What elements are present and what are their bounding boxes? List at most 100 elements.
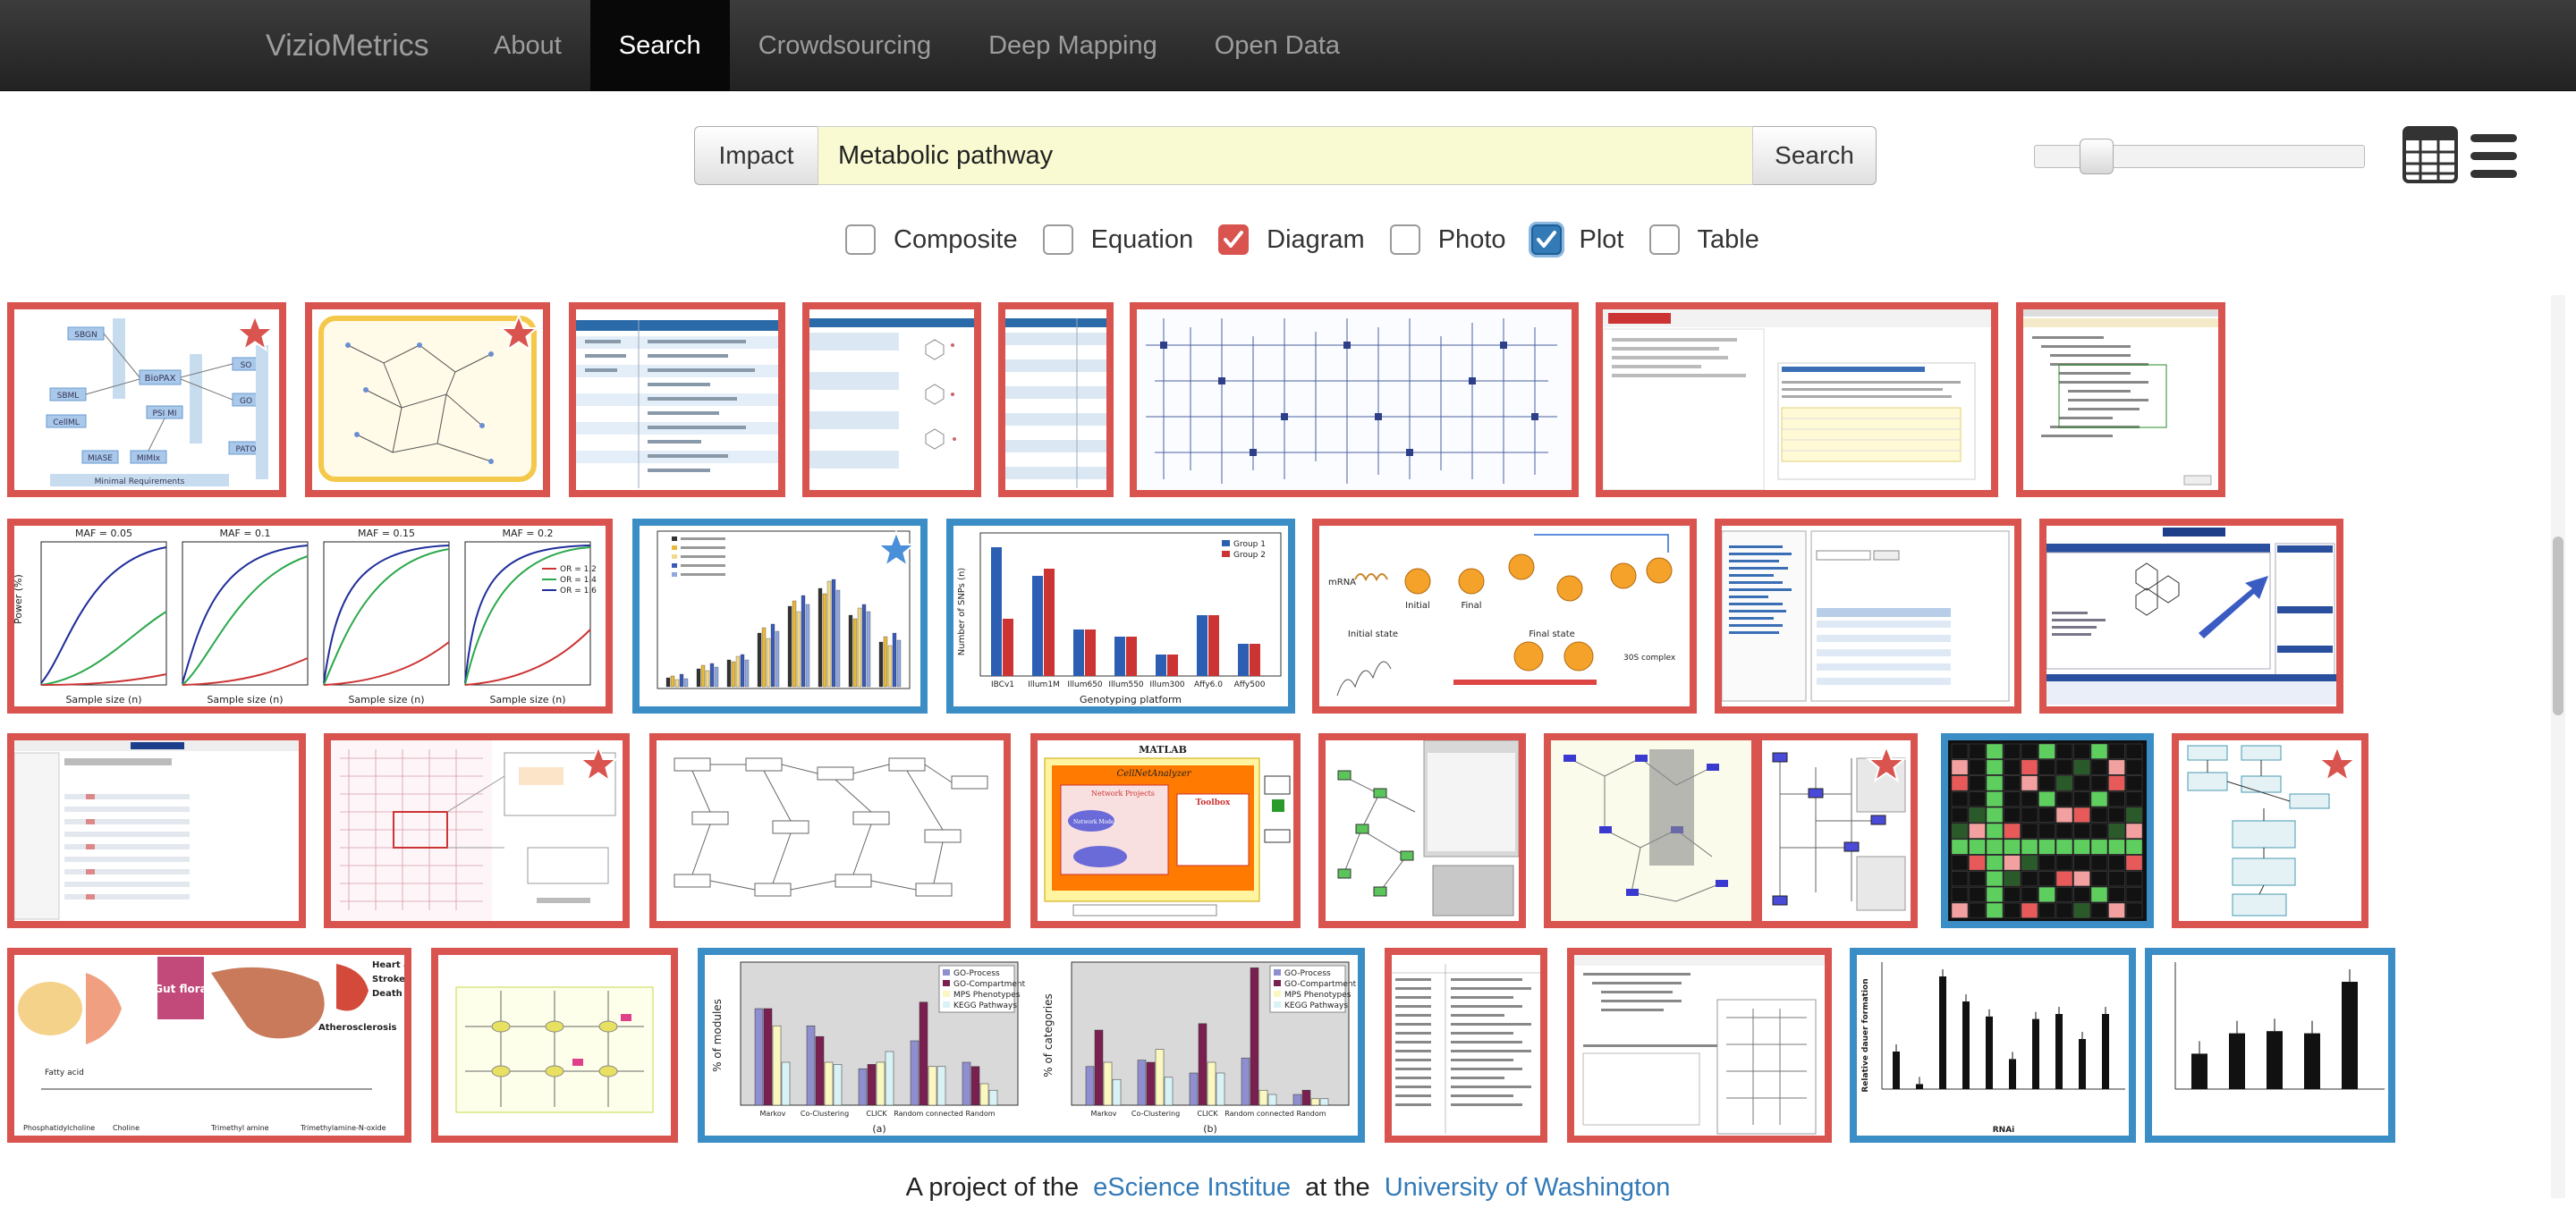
result-thumbnail[interactable] — [1318, 733, 1526, 928]
result-thumbnail[interactable] — [1755, 733, 1918, 928]
bar — [2267, 1031, 2283, 1089]
result-thumbnail[interactable] — [1385, 948, 1547, 1143]
heatmap-cell — [2090, 775, 2108, 791]
result-thumbnail[interactable] — [802, 302, 981, 497]
bar — [852, 618, 858, 688]
result-thumbnail[interactable] — [7, 733, 306, 928]
fig-caption-a: (a) — [872, 1123, 886, 1135]
result-thumbnail[interactable] — [1544, 733, 1758, 928]
fig-label-so: SO — [241, 361, 252, 370]
result-thumbnail[interactable]: MATLAB CellNetAnalyzer Network Projects … — [1030, 733, 1301, 928]
uw-link[interactable]: University of Washington — [1384, 1173, 1671, 1202]
nav-about[interactable]: About — [494, 31, 562, 60]
fig-label-netmodel: Network Model — [1073, 819, 1116, 825]
grid-view-icon[interactable] — [2402, 126, 2458, 183]
bar — [770, 623, 775, 688]
result-thumbnail[interactable]: SBGN SBML CellML BioPAX PSI MI MIASE MIM… — [7, 302, 286, 497]
heatmap-cell — [2004, 759, 2021, 775]
heatmap-cell — [1951, 855, 1969, 871]
result-thumbnail[interactable] — [1130, 302, 1579, 497]
result-thumbnail[interactable] — [1567, 948, 1832, 1143]
page-scrollbar[interactable] — [2551, 295, 2565, 1198]
search-button[interactable]: Search — [1753, 126, 1877, 185]
fig-label-stroke: Stroke — [372, 975, 404, 984]
star-icon[interactable] — [1866, 744, 1907, 785]
table-checkbox[interactable] — [1648, 224, 1680, 255]
brand-logo[interactable]: VizioMetrics — [266, 29, 429, 63]
result-thumbnail[interactable] — [569, 302, 785, 497]
result-thumbnail[interactable]: Relative dauer formation RNAi — [1850, 948, 2136, 1143]
heatmap-cell — [1951, 743, 1969, 759]
nav-open-data[interactable]: Open Data — [1214, 31, 1341, 60]
bar — [887, 645, 893, 688]
bar — [831, 579, 836, 688]
bar — [1137, 1060, 1147, 1106]
filter-plot[interactable]: Plot — [1530, 224, 1624, 255]
figure-image — [1005, 318, 1106, 488]
fig-label-sbgn: SBGN — [74, 331, 97, 340]
result-thumbnail[interactable] — [2039, 519, 2343, 714]
result-thumbnail[interactable] — [1715, 519, 2021, 714]
star-icon[interactable] — [234, 313, 275, 354]
result-thumbnail[interactable]: Power (%) MAF = 0.05 MAF = 0.1 MAF = 0.1… — [7, 519, 613, 714]
result-thumbnail[interactable] — [649, 733, 1011, 928]
filter-equation[interactable]: Equation — [1042, 224, 1193, 255]
figure-image — [809, 318, 974, 469]
result-thumbnail[interactable] — [2145, 948, 2395, 1143]
nav-search[interactable]: Search — [589, 0, 730, 91]
heatmap-cell — [2073, 775, 2090, 791]
fig-label-choline: Choline — [113, 1124, 140, 1132]
list-view-icon[interactable] — [2470, 132, 2517, 181]
search-input[interactable] — [818, 126, 1753, 185]
result-thumbnail[interactable] — [632, 519, 928, 714]
escience-link[interactable]: eScience Institue — [1093, 1173, 1292, 1202]
impact-button[interactable]: Impact — [694, 126, 818, 185]
fig-legend-b3: MPS Phenotypes — [1284, 991, 1352, 1000]
result-thumbnail[interactable] — [431, 948, 678, 1143]
filter-table[interactable]: Table — [1648, 224, 1759, 255]
scrollbar-thumb[interactable] — [2553, 536, 2563, 715]
filter-diagram[interactable]: Diagram — [1218, 224, 1365, 255]
heatmap-cell — [2073, 871, 2090, 887]
nav-deep-mapping[interactable]: Deep Mapping — [988, 31, 1157, 60]
star-icon[interactable] — [2317, 744, 2358, 785]
nav-crowdsourcing[interactable]: Crowdsourcing — [758, 31, 932, 60]
plot-checkbox[interactable] — [1530, 224, 1562, 255]
filter-photo[interactable]: Photo — [1389, 224, 1506, 255]
star-icon[interactable] — [498, 313, 539, 354]
x-tick-label: Affy500 — [1234, 680, 1266, 689]
star-icon[interactable] — [578, 744, 619, 785]
result-thumbnail[interactable]: % of modules % of categories Markov Co-Cl… — [698, 948, 1365, 1143]
figure-image — [14, 740, 299, 920]
result-thumbnail[interactable] — [2016, 302, 2225, 497]
star-icon[interactable] — [876, 529, 917, 570]
diagram-checkbox[interactable] — [1218, 224, 1250, 255]
thumbnail-size-slider[interactable] — [2034, 139, 2365, 174]
result-thumbnail[interactable]: Number of SNPs (n) IBCv1 Illum1M Illum650 I… — [946, 519, 1295, 714]
heatmap-cell — [2073, 855, 2090, 871]
heatmap-cell — [1951, 871, 1969, 887]
result-thumbnail[interactable]: Gut flora Heart attack Stroke Death Athe… — [7, 948, 411, 1143]
result-thumbnail[interactable] — [305, 302, 550, 497]
fig-legend-b4: KEGG Pathways — [1284, 1001, 1348, 1010]
result-thumbnail[interactable] — [1596, 302, 1998, 497]
fig-ylabel: Number of SNPs (n) — [957, 568, 967, 655]
filter-composite[interactable]: Composite — [845, 224, 1018, 255]
fig-label-matlab: MATLAB — [1139, 744, 1187, 756]
result-thumbnail[interactable] — [998, 302, 1114, 497]
result-thumbnail[interactable]: mRNA Initial Final Initial state Final s… — [1312, 519, 1697, 714]
figure-image — [1603, 309, 1991, 490]
result-thumbnail[interactable] — [1941, 733, 2154, 928]
heatmap-cell — [2004, 871, 2021, 887]
composite-checkbox[interactable] — [845, 224, 876, 255]
slider-handle[interactable] — [2080, 139, 2114, 174]
bar — [848, 614, 853, 688]
x-tick-label: Co-Clustering — [1131, 1110, 1180, 1118]
equation-checkbox[interactable] — [1042, 224, 1073, 255]
result-thumbnail[interactable] — [324, 733, 630, 928]
fig-label-athero: Atherosclerosis — [318, 1023, 396, 1033]
bar — [835, 589, 841, 688]
footer-prefix: A project of the — [905, 1173, 1080, 1202]
photo-checkbox[interactable] — [1389, 224, 1420, 255]
result-thumbnail[interactable] — [2172, 733, 2368, 928]
